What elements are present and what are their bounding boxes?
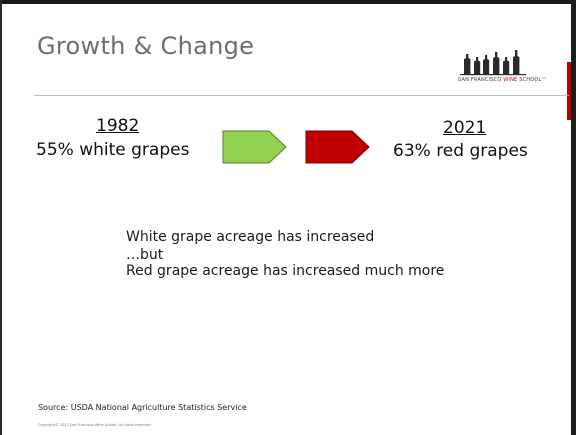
left-border	[0, 0, 2, 435]
school-logo: SAN FRANCISCO WINE SCHOOL™	[452, 48, 564, 88]
right-accent-bar	[567, 62, 571, 120]
year-1982: 1982	[96, 116, 140, 136]
top-border	[0, 0, 576, 4]
copyright-notice: Copyright© 2023 San Francisco Wine Schoo…	[38, 423, 151, 427]
right-border	[571, 0, 576, 435]
body-line-3: Red grape acreage has increased much mor…	[126, 263, 445, 279]
slide-title: Growth & Change	[37, 32, 255, 60]
year-2021: 2021	[443, 118, 487, 138]
source-citation: Source: USDA National Agriculture Statis…	[38, 403, 247, 412]
stat-red-grapes: 63% red grapes	[393, 141, 528, 161]
body-line-1: White grape acreage has increased	[126, 229, 375, 245]
wine-bottles-icon	[460, 50, 526, 76]
stat-white-grapes: 55% white grapes	[36, 140, 190, 160]
green-arrow-icon	[222, 130, 287, 164]
body-line-2: …but	[126, 247, 164, 263]
title-divider	[34, 95, 569, 96]
logo-wordmark: SAN FRANCISCO WINE SCHOOL™	[458, 77, 547, 83]
red-arrow-icon	[305, 130, 370, 164]
